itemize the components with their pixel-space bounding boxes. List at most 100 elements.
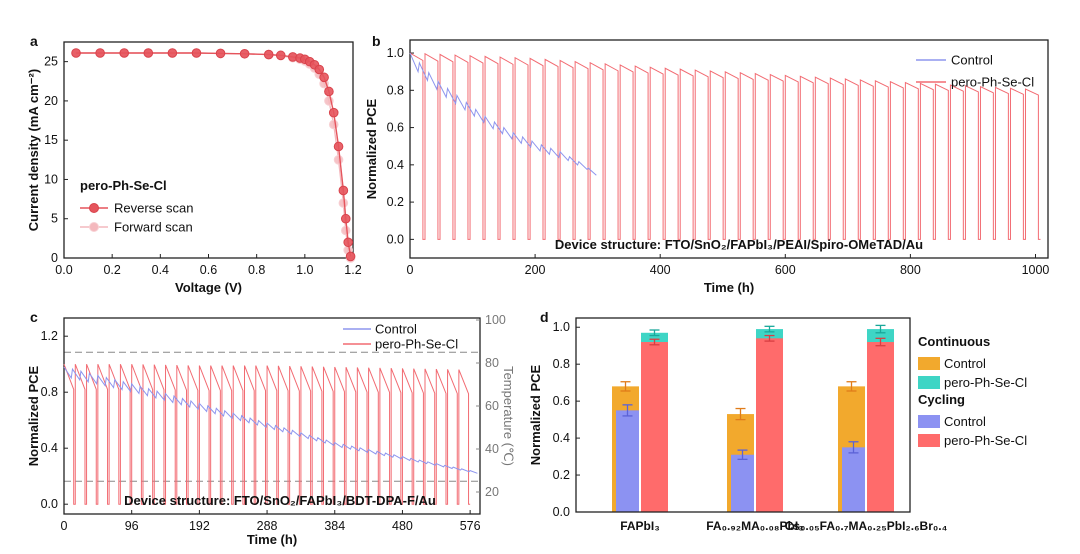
data-point-reverse <box>191 48 202 58</box>
x-tick-label-b: 200 <box>525 263 546 277</box>
data-point-reverse <box>95 48 105 58</box>
data-point-reverse <box>343 237 353 248</box>
panel-a: a 0.0 0.2 0.4 0.6 0.8 1.0 1.2 0 5 10 15 20 25 Voltage … <box>26 33 362 295</box>
category-label-d: FA₀.₉₂MA₀.₀₈PbI₃ <box>706 519 803 533</box>
data-point-reverse <box>239 48 250 59</box>
y-tick-label-c: 0.4 <box>41 441 58 455</box>
device-annotation-b: Device structure: FTO/SnO₂/FAPbI₃/PEAI/S… <box>555 237 923 252</box>
data-point-reverse <box>167 48 178 58</box>
data-point-reverse <box>324 86 334 97</box>
panel-b: b 0 200 400 600 800 1000 0.0 0.2 0.4 0.6 0.8 1.0 Time… <box>364 33 1049 295</box>
legend-label-d: pero-Ph-Se-Cl <box>944 433 1027 448</box>
y-tick-label-a: 20 <box>44 94 58 108</box>
y-tick-label-b: 0.4 <box>387 158 404 172</box>
legend-label-d: pero-Ph-Se-Cl <box>944 375 1027 390</box>
x-tick-label-a: 0.6 <box>200 263 217 277</box>
data-point-reverse <box>215 48 226 59</box>
x-axis-label-c: Time (h) <box>247 532 297 547</box>
y2-tick-label-c: 40 <box>485 442 499 456</box>
legend-label-a: Reverse scan <box>114 201 193 216</box>
y-tick-label-d: 0.8 <box>553 357 570 371</box>
panel-label-c: c <box>30 309 38 325</box>
x-tick-label-b: 800 <box>900 263 921 277</box>
category-label-d: Cs₀.₀₅FA₀.₇MA₀.₂₅PbI₂.₆Br₀.₄ <box>785 519 948 533</box>
data-point-forward <box>340 225 351 236</box>
y-axis-label-d: Normalized PCE <box>528 364 543 465</box>
y-tick-label-d: 1.0 <box>553 320 570 334</box>
x-tick-label-a: 1.2 <box>344 263 361 277</box>
legend-label-b: pero-Ph-Se-Cl <box>951 75 1034 90</box>
data-point-reverse <box>275 50 286 61</box>
data-point-reverse <box>71 48 81 58</box>
bar-0-3 <box>641 342 668 512</box>
legend-swatch-d <box>918 357 940 370</box>
data-point-reverse <box>345 251 356 262</box>
y-tick-label-a: 10 <box>44 172 58 186</box>
data-point-reverse <box>319 72 329 83</box>
legend-marker-a <box>89 222 99 232</box>
x-tick-label-a: 1.0 <box>296 263 313 277</box>
y-tick-label-a: 5 <box>51 212 58 226</box>
y-tick-label-b: 1.0 <box>387 46 404 60</box>
x-axis-label-a: Voltage (V) <box>175 280 242 295</box>
x-tick-label-b: 0 <box>407 263 414 277</box>
legend-marker-a <box>89 203 99 213</box>
y-tick-label-d: 0.6 <box>553 394 570 408</box>
data-point-reverse <box>338 185 349 196</box>
legend-swatch-d <box>918 376 940 389</box>
bar-1-3 <box>756 338 783 512</box>
legend-title-a: pero-Ph-Se-Cl <box>80 178 167 193</box>
legend-label-d: Control <box>944 414 986 429</box>
x-tick-label-c: 288 <box>257 519 278 533</box>
legend-label-c: pero-Ph-Se-Cl <box>375 337 458 352</box>
data-point-reverse <box>263 49 274 60</box>
y-axis-label-a: Current density (mA cm⁻²) <box>26 69 41 231</box>
series-line-control <box>63 366 478 474</box>
panel-d: d 0.0 0.2 0.4 0.6 0.8 1.0 Normalized PCE FAPbI₃ F… <box>528 309 1027 533</box>
data-point-reverse <box>314 64 325 75</box>
x-axis-label-b: Time (h) <box>704 280 754 295</box>
x-tick-label-b: 1000 <box>1022 263 1050 277</box>
x-tick-label-a: 0.0 <box>55 263 72 277</box>
data-point-reverse <box>143 48 154 58</box>
x-tick-label-c: 96 <box>125 519 139 533</box>
y-tick-label-b: 0.2 <box>387 195 404 209</box>
y-tick-label-a: 25 <box>44 55 58 69</box>
series-line-control <box>409 52 597 176</box>
y-tick-label-c: 0.0 <box>41 497 58 511</box>
y2-tick-label-c: 20 <box>485 485 499 499</box>
legend-swatch-d <box>918 415 940 428</box>
bar-2-3 <box>867 342 894 512</box>
y-axis-label-b: Normalized PCE <box>364 98 379 199</box>
x-tick-label-a: 0.8 <box>248 263 265 277</box>
y-tick-label-a: 0 <box>51 251 58 265</box>
y-tick-label-c: 1.2 <box>41 329 58 343</box>
y2-tick-label-c: 80 <box>485 356 499 370</box>
y-tick-label-d: 0.0 <box>553 505 570 519</box>
plot-frame-b <box>409 39 1049 259</box>
legend-group-cycling: Cycling <box>918 392 965 407</box>
legend-label-c: Control <box>375 322 417 337</box>
y-tick-label-b: 0.8 <box>387 83 404 97</box>
x-tick-label-a: 0.4 <box>152 263 169 277</box>
y-tick-label-d: 0.2 <box>553 468 570 482</box>
y-tick-label-d: 0.4 <box>553 431 570 445</box>
data-point-reverse <box>328 107 339 118</box>
y-tick-label-b: 0.0 <box>387 232 404 246</box>
y-tick-label-a: 15 <box>44 133 58 147</box>
panel-c: c 0 96 192 288 384 480 576 0.0 0.4 0.8 1.2 20 40 60 80 1… <box>26 309 516 547</box>
plot-frame-c <box>63 317 481 515</box>
series-line-pero <box>63 364 471 505</box>
y2-axis-label-c: Temperature (℃) <box>501 366 516 466</box>
legend-label-b: Control <box>951 53 993 68</box>
x-tick-label-c: 192 <box>189 519 210 533</box>
x-tick-label-c: 384 <box>324 519 345 533</box>
series-line-pero <box>409 52 1041 240</box>
y2-tick-label-c: 60 <box>485 399 499 413</box>
bar-1-2 <box>731 454 754 512</box>
device-annotation-c: Device structure: FTO/SnO₂/FAPbI₃/BDT-DP… <box>124 493 436 508</box>
legend-group-continuous: Continuous <box>918 334 990 349</box>
legend-swatch-d <box>918 434 940 447</box>
panel-label-d: d <box>540 309 549 325</box>
